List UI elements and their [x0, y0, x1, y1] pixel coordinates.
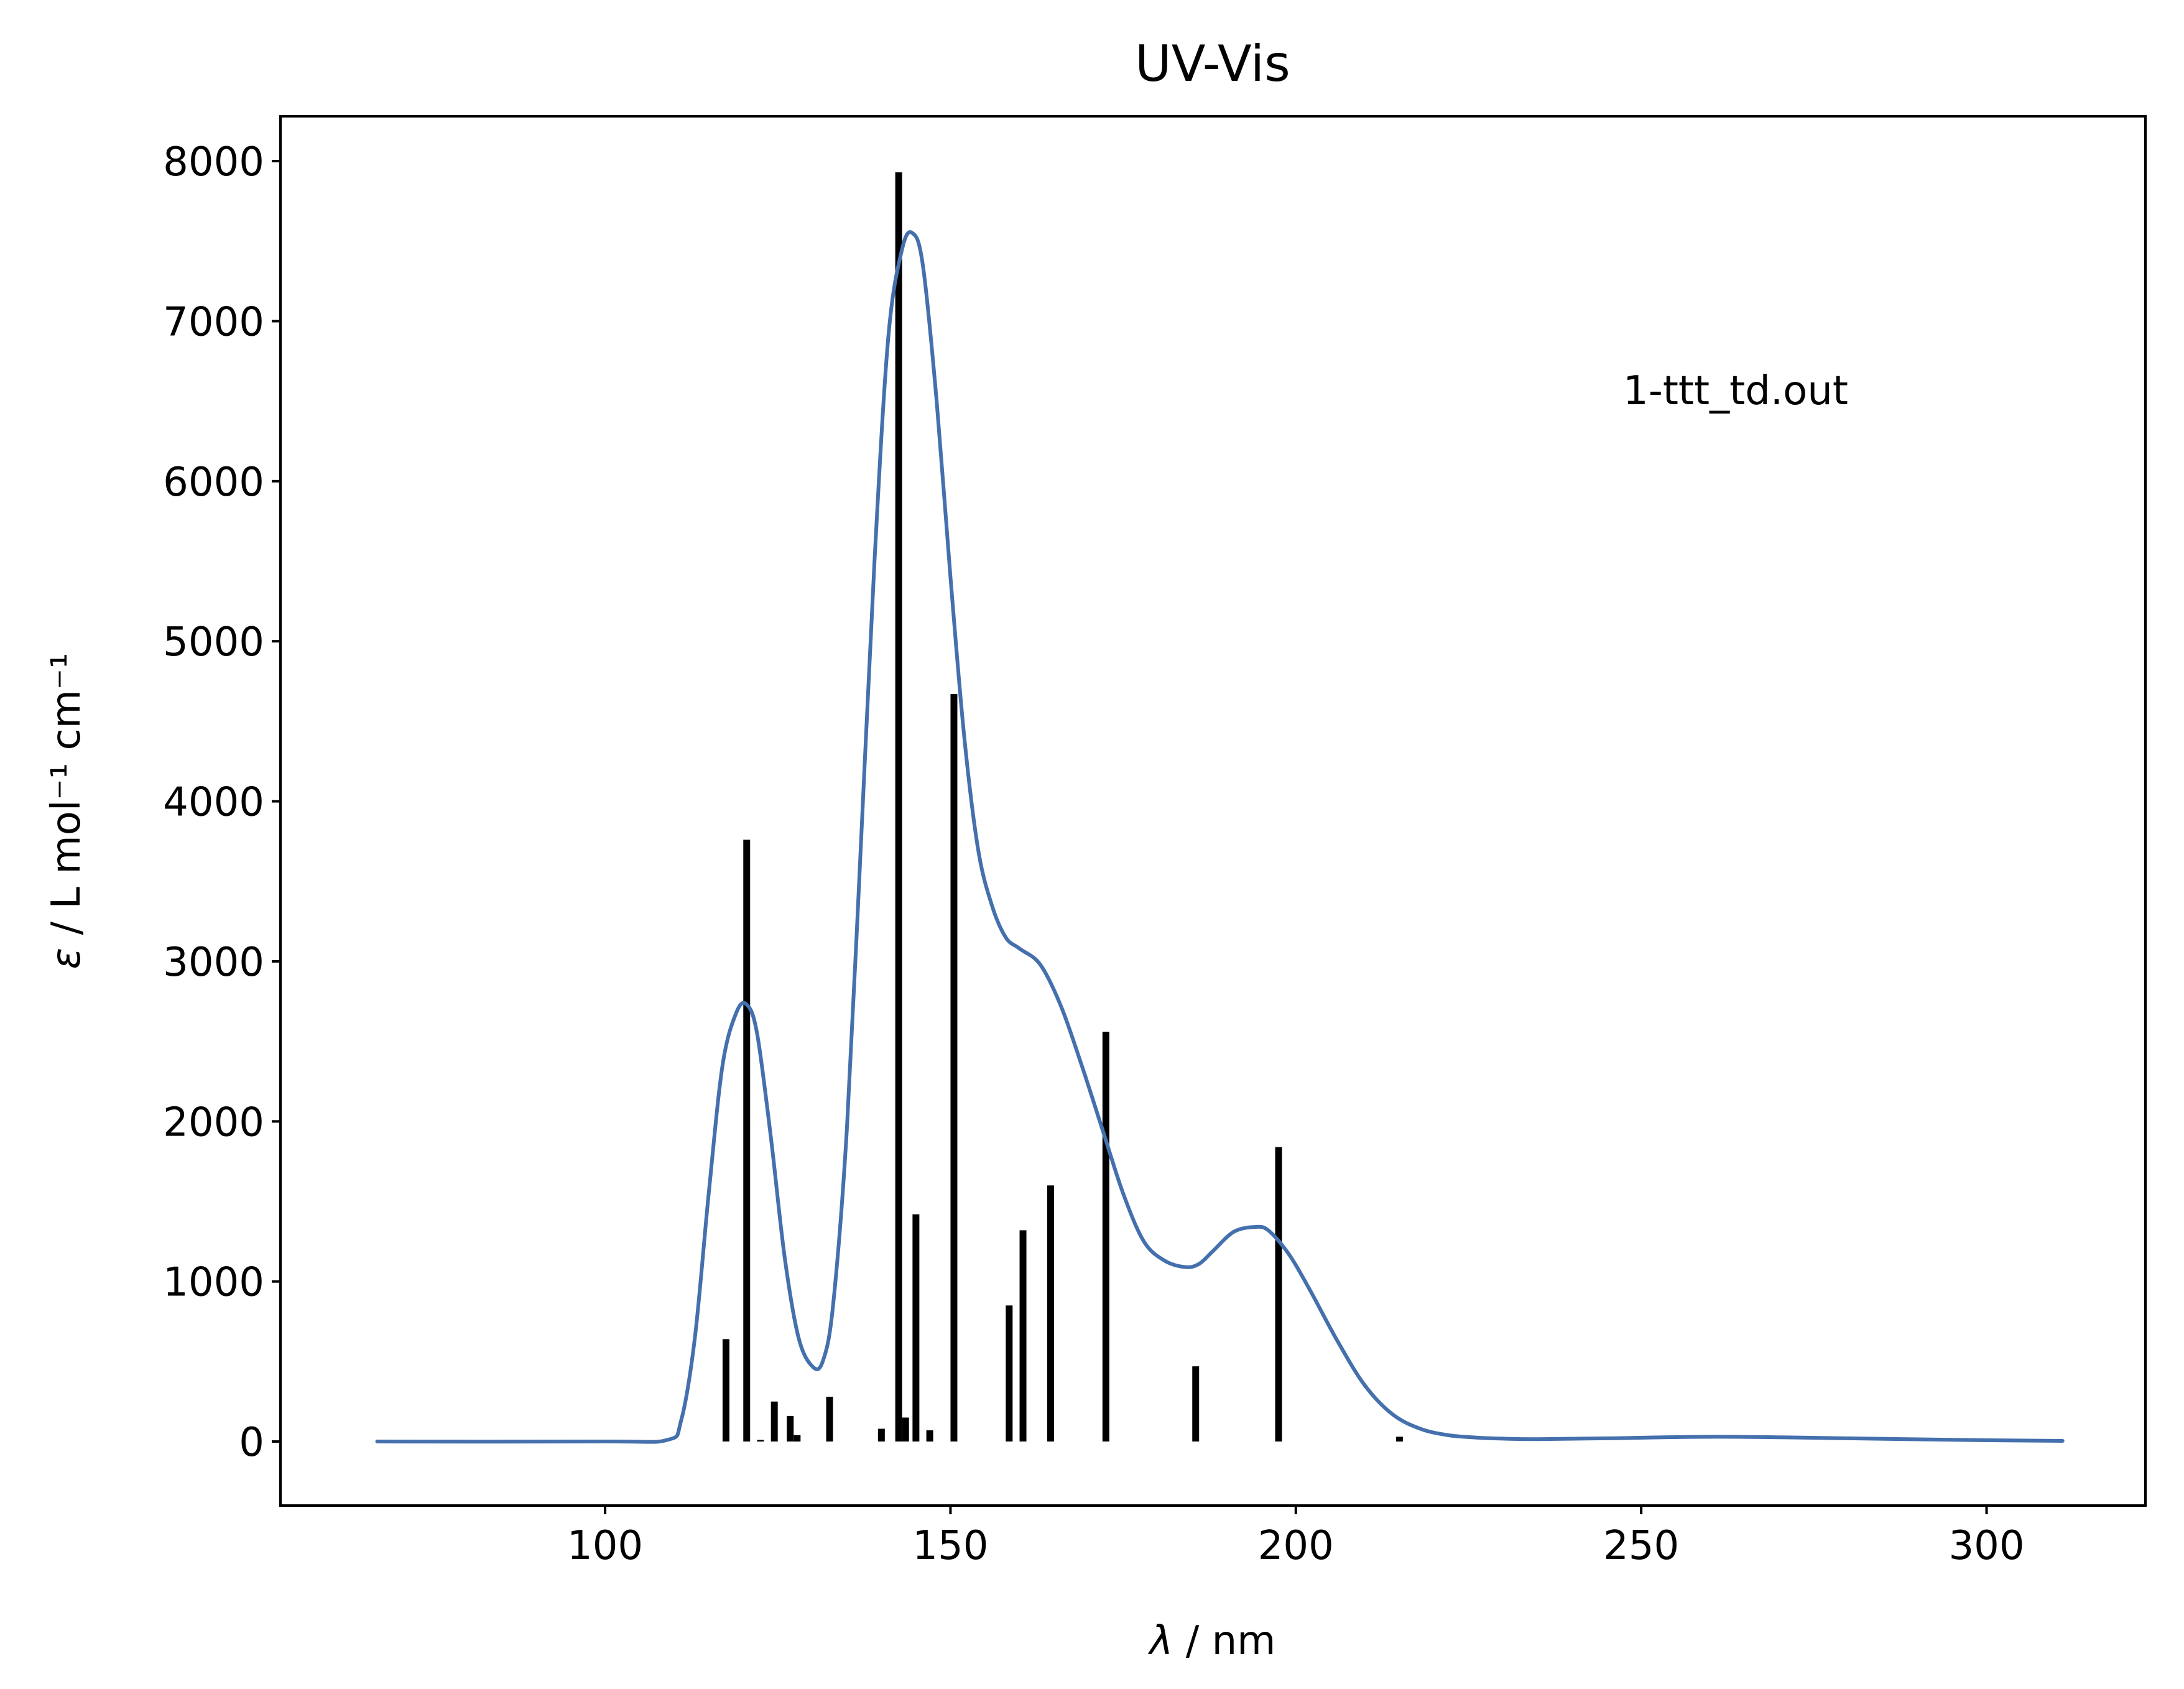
x-tick-label: 100	[567, 1523, 643, 1569]
y-tick-label: 5000	[163, 619, 264, 665]
y-tick-label: 4000	[163, 780, 264, 826]
y-tick-label: 2000	[163, 1099, 264, 1145]
x-tick-label: 300	[1948, 1523, 2024, 1569]
transition-sticks	[722, 172, 1403, 1442]
plot-frame	[279, 115, 2147, 1507]
x-axis-label: λ / nm	[1147, 1618, 1275, 1664]
y-tick-label: 3000	[163, 940, 264, 986]
y-axis-label: ε / L mol⁻¹ cm⁻¹	[44, 653, 90, 969]
x-tick-label: 250	[1603, 1523, 1679, 1569]
spectrum-line	[375, 230, 2065, 1444]
y-axis-ticks: 0 1000 2000 3000 4000 5000 6000 7000 8000	[163, 139, 280, 1466]
y-tick-label: 0	[239, 1420, 264, 1466]
file-annotation: 1-ttt_td.out	[1623, 368, 1848, 414]
y-tick-label: 6000	[163, 460, 264, 506]
x-tick-label: 150	[912, 1523, 988, 1569]
x-axis-ticks: 100 150 200 250 300	[567, 1506, 2025, 1569]
y-tick-label: 7000	[163, 299, 264, 345]
x-tick-label: 200	[1258, 1523, 1334, 1569]
y-tick-label: 1000	[163, 1260, 264, 1306]
chart-title: UV-Vis	[1135, 35, 1290, 93]
y-tick-label: 8000	[163, 139, 264, 185]
